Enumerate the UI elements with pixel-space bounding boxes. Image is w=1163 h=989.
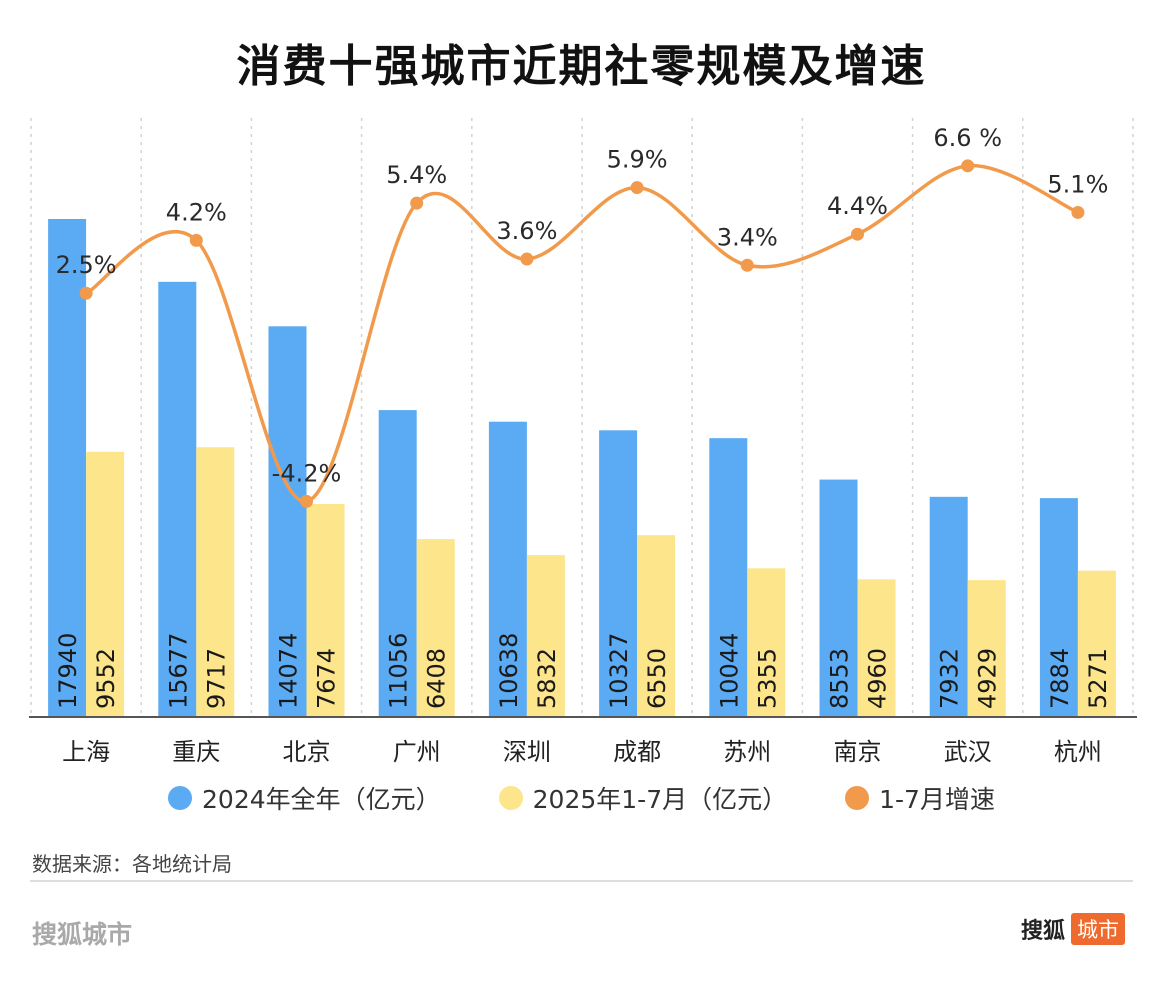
x-tick-label-7: 南京 xyxy=(834,738,882,766)
legend-swatch-2024 xyxy=(168,786,193,810)
growth-point-7 xyxy=(851,227,864,241)
bar-label-2024-4: 10638 xyxy=(495,633,523,709)
bar-label-2025-7: 4960 xyxy=(864,648,892,709)
legend-label-growth: 1-7月增速 xyxy=(879,785,995,814)
chart-legend: 2024年全年（亿元） 2025年1-7月（亿元） 1-7月增速 xyxy=(0,780,1163,816)
bar-label-2024-3: 11056 xyxy=(385,633,413,709)
bar-label-2024-9: 7884 xyxy=(1046,648,1074,709)
growth-point-2 xyxy=(300,494,313,508)
growth-label-0: 2.5% xyxy=(56,251,117,279)
growth-label-3: 5.4% xyxy=(386,161,447,189)
x-tick-label-8: 武汉 xyxy=(944,738,992,766)
bar-2025-8 xyxy=(967,580,1006,717)
bar-2025-1 xyxy=(196,447,235,717)
legend-swatch-2025 xyxy=(498,786,523,810)
x-tick-label-9: 杭州 xyxy=(1054,738,1102,766)
bar-2025-3 xyxy=(416,539,455,717)
growth-label-6: 3.4% xyxy=(717,223,778,251)
bar-label-2025-8: 4929 xyxy=(974,648,1002,709)
bar-2024-4 xyxy=(488,421,527,717)
bar-2024-9 xyxy=(1039,498,1078,717)
bar-2025-5 xyxy=(637,535,676,717)
legend-label-2025: 2025年1-7月（亿元） xyxy=(532,785,788,814)
growth-label-5: 5.9% xyxy=(607,146,668,174)
bar-2024-6 xyxy=(709,438,748,717)
footer-logo-badge: 城市 xyxy=(1071,913,1125,945)
bar-label-2025-4: 5832 xyxy=(533,648,561,709)
bar-2025-0 xyxy=(86,451,125,717)
growth-label-7: 4.4% xyxy=(827,192,888,220)
bar-2024-3 xyxy=(378,410,417,717)
x-tick-label-0: 上海 xyxy=(62,738,110,766)
chart-plot: 17940 9552 上海 15677 9717 重庆 14074 7674 北京 11056 64… xyxy=(29,118,1137,766)
divider xyxy=(30,880,1133,882)
bar-label-2025-6: 5355 xyxy=(753,648,781,709)
legend-swatch-growth xyxy=(845,786,870,810)
growth-label-9: 5.1% xyxy=(1047,170,1108,198)
growth-point-3 xyxy=(410,196,424,210)
bar-2024-2 xyxy=(268,326,307,717)
bar-label-2024-2: 14074 xyxy=(275,633,303,709)
bar-2024-5 xyxy=(599,430,638,717)
bar-2025-7 xyxy=(857,579,896,717)
data-source-note: 数据来源：各地统计局 xyxy=(32,852,232,876)
legend-item-growth[interactable]: 1-7月增速 xyxy=(845,780,995,816)
bar-label-2024-1: 15677 xyxy=(164,633,192,709)
footer-brand-text: 搜狐城市 xyxy=(32,920,133,949)
x-tick-label-4: 深圳 xyxy=(503,738,551,766)
legend-item-2024[interactable]: 2024年全年（亿元） xyxy=(168,780,441,816)
growth-point-1 xyxy=(189,233,203,247)
growth-label-4: 3.6% xyxy=(496,217,557,245)
bar-label-2024-6: 10044 xyxy=(715,633,743,709)
legend-label-2024: 2024年全年（亿元） xyxy=(202,785,441,814)
growth-point-6 xyxy=(740,258,754,272)
bar-label-2024-8: 7932 xyxy=(936,648,964,709)
growth-point-8 xyxy=(961,159,975,173)
growth-label-1: 4.2% xyxy=(166,198,227,226)
bar-2024-7 xyxy=(819,479,858,717)
x-tick-label-2: 北京 xyxy=(283,738,331,766)
bar-2024-8 xyxy=(929,496,968,717)
bar-label-2025-9: 5271 xyxy=(1084,648,1112,709)
bar-label-2024-0: 17940 xyxy=(54,633,82,709)
bar-2024-0 xyxy=(48,219,87,717)
bar-2025-2 xyxy=(306,503,345,717)
bar-label-2025-2: 7674 xyxy=(313,648,341,709)
footer-logo-text: 搜狐 xyxy=(1020,919,1065,944)
growth-point-9 xyxy=(1071,205,1085,219)
chart-title: 消费十强城市近期社零规模及增速 xyxy=(236,41,927,92)
growth-point-0 xyxy=(79,286,93,300)
growth-point-4 xyxy=(520,252,534,266)
x-tick-label-1: 重庆 xyxy=(172,738,220,766)
x-tick-label-3: 广州 xyxy=(393,738,441,766)
bar-label-2025-5: 6550 xyxy=(643,648,671,709)
x-tick-label-6: 苏州 xyxy=(723,738,771,766)
bar-2024-1 xyxy=(158,281,197,717)
bar-2025-6 xyxy=(747,568,786,717)
bar-label-2024-7: 8553 xyxy=(826,648,854,709)
growth-label-2: -4.2% xyxy=(272,459,342,487)
bar-label-2025-0: 9552 xyxy=(92,648,120,709)
legend-item-2025[interactable]: 2025年1-7月（亿元） xyxy=(498,780,788,816)
bar-label-2025-1: 9717 xyxy=(202,648,230,709)
bar-label-2025-3: 6408 xyxy=(423,648,451,709)
x-tick-label-5: 成都 xyxy=(613,738,661,766)
bar-2025-9 xyxy=(1077,570,1116,717)
bar-2025-4 xyxy=(526,555,565,717)
growth-label-8: 6.6 % xyxy=(933,124,1002,152)
growth-point-5 xyxy=(630,181,644,195)
footer-logo: 搜狐 城市 xyxy=(1021,913,1125,945)
bar-label-2024-5: 10327 xyxy=(605,633,633,709)
